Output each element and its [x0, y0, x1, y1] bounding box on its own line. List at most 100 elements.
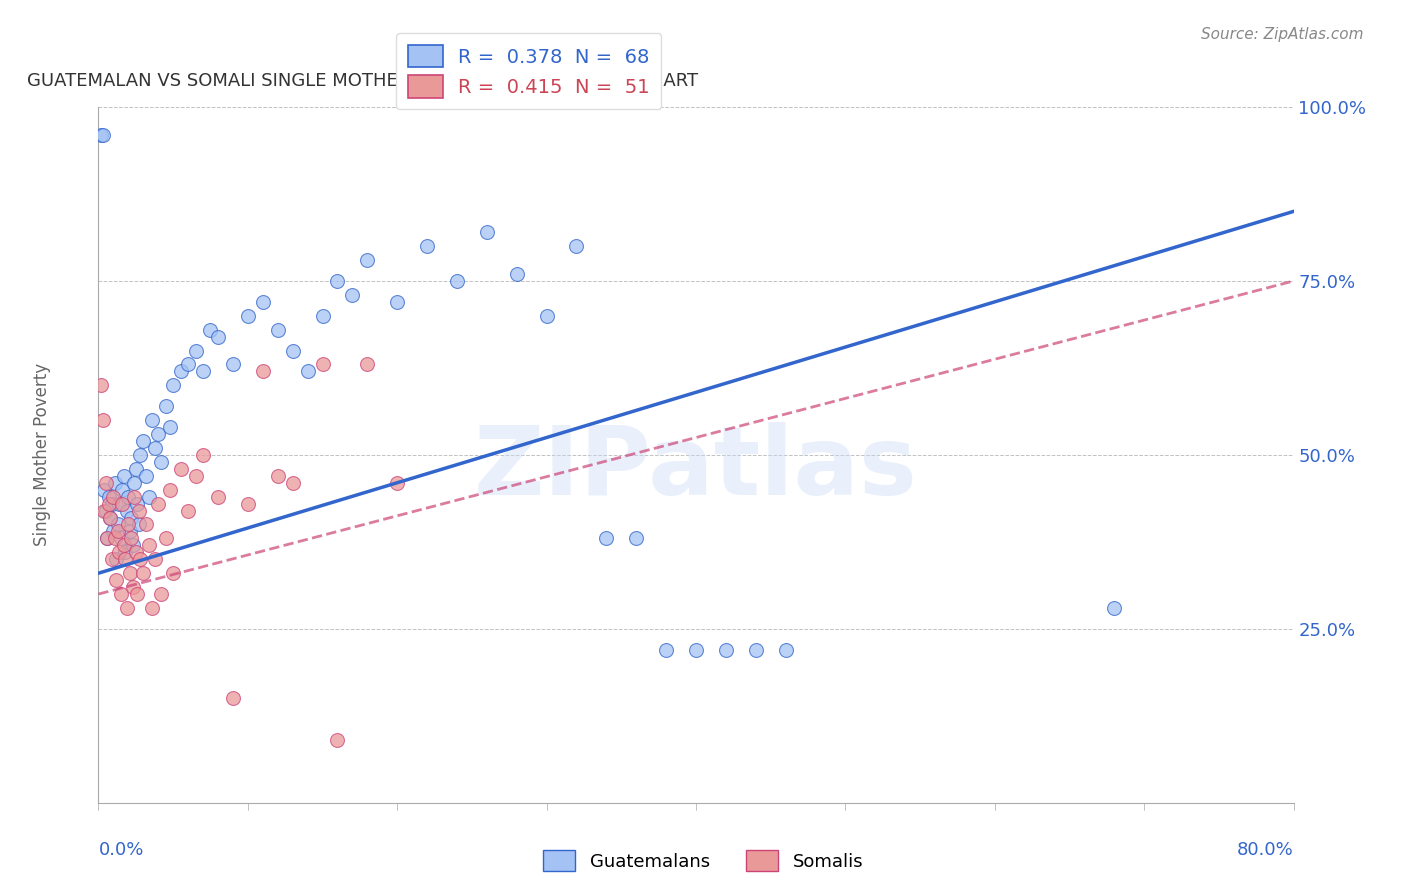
- Point: [105, 552, 128, 566]
- Point: [90, 128, 112, 142]
- Point: [326, 274, 349, 288]
- Point: [96, 532, 118, 546]
- Point: [138, 490, 160, 504]
- Legend: Guatemalans, Somalis: Guatemalans, Somalis: [536, 843, 870, 879]
- Point: [112, 468, 135, 483]
- Point: [115, 601, 138, 615]
- Point: [714, 642, 737, 657]
- Point: [93, 503, 115, 517]
- Point: [121, 538, 143, 552]
- Point: [148, 497, 170, 511]
- Point: [311, 309, 333, 323]
- Point: [112, 538, 135, 552]
- Point: [110, 532, 132, 546]
- Point: [127, 497, 149, 511]
- Point: [252, 294, 274, 309]
- Point: [103, 490, 125, 504]
- Point: [177, 358, 200, 372]
- Point: [111, 497, 134, 511]
- Point: [104, 532, 127, 546]
- Point: [326, 733, 349, 747]
- Point: [117, 490, 139, 504]
- Point: [128, 503, 150, 517]
- Point: [222, 691, 245, 706]
- Point: [118, 524, 141, 539]
- Point: [143, 441, 166, 455]
- Point: [150, 455, 173, 469]
- Point: [124, 490, 146, 504]
- Point: [356, 358, 378, 372]
- Point: [148, 427, 170, 442]
- Point: [159, 483, 181, 497]
- Point: [117, 517, 139, 532]
- Legend: R =  0.378  N =  68, R =  0.415  N =  51: R = 0.378 N = 68, R = 0.415 N = 51: [396, 33, 661, 110]
- Point: [129, 448, 152, 462]
- Point: [90, 378, 112, 392]
- Point: [94, 475, 117, 490]
- Point: [115, 503, 138, 517]
- Point: [267, 323, 290, 337]
- Point: [565, 239, 588, 253]
- Point: [127, 587, 149, 601]
- Point: [159, 420, 181, 434]
- Point: [536, 309, 558, 323]
- Point: [184, 468, 207, 483]
- Point: [281, 475, 304, 490]
- Point: [101, 497, 124, 511]
- Point: [416, 239, 439, 253]
- Point: [110, 587, 132, 601]
- Point: [297, 364, 319, 378]
- Point: [93, 483, 115, 497]
- Point: [311, 358, 333, 372]
- Point: [125, 462, 148, 476]
- Point: [595, 532, 617, 546]
- Point: [177, 503, 200, 517]
- Point: [655, 642, 678, 657]
- Point: [104, 475, 127, 490]
- Point: [135, 517, 157, 532]
- Point: [506, 267, 529, 281]
- Point: [475, 225, 498, 239]
- Point: [200, 323, 222, 337]
- Point: [222, 358, 245, 372]
- Point: [125, 545, 148, 559]
- Point: [108, 497, 131, 511]
- Point: [107, 517, 129, 532]
- Point: [385, 294, 409, 309]
- Text: Source: ZipAtlas.com: Source: ZipAtlas.com: [1201, 27, 1364, 42]
- Point: [97, 497, 120, 511]
- Point: [150, 587, 173, 601]
- Point: [91, 128, 114, 142]
- Point: [169, 364, 191, 378]
- Text: ZIPatlas: ZIPatlas: [474, 422, 918, 516]
- Point: [1104, 601, 1126, 615]
- Point: [685, 642, 707, 657]
- Point: [114, 552, 136, 566]
- Point: [143, 552, 166, 566]
- Point: [128, 517, 150, 532]
- Point: [775, 642, 797, 657]
- Point: [207, 329, 229, 343]
- Point: [94, 503, 117, 517]
- Point: [108, 545, 131, 559]
- Point: [191, 364, 214, 378]
- Point: [91, 413, 114, 427]
- Point: [446, 274, 468, 288]
- Point: [98, 510, 122, 524]
- Point: [155, 532, 177, 546]
- Point: [626, 532, 648, 546]
- Point: [169, 462, 191, 476]
- Point: [96, 532, 118, 546]
- Point: [236, 309, 259, 323]
- Point: [162, 378, 184, 392]
- Point: [191, 448, 214, 462]
- Point: [281, 343, 304, 358]
- Point: [129, 552, 152, 566]
- Y-axis label: Single Mother Poverty: Single Mother Poverty: [32, 363, 51, 547]
- Point: [155, 399, 177, 413]
- Point: [342, 288, 364, 302]
- Text: 0.0%: 0.0%: [98, 841, 143, 859]
- Point: [132, 434, 155, 448]
- Text: GUATEMALAN VS SOMALI SINGLE MOTHER POVERTY CORRELATION CHART: GUATEMALAN VS SOMALI SINGLE MOTHER POVER…: [27, 72, 697, 90]
- Point: [745, 642, 768, 657]
